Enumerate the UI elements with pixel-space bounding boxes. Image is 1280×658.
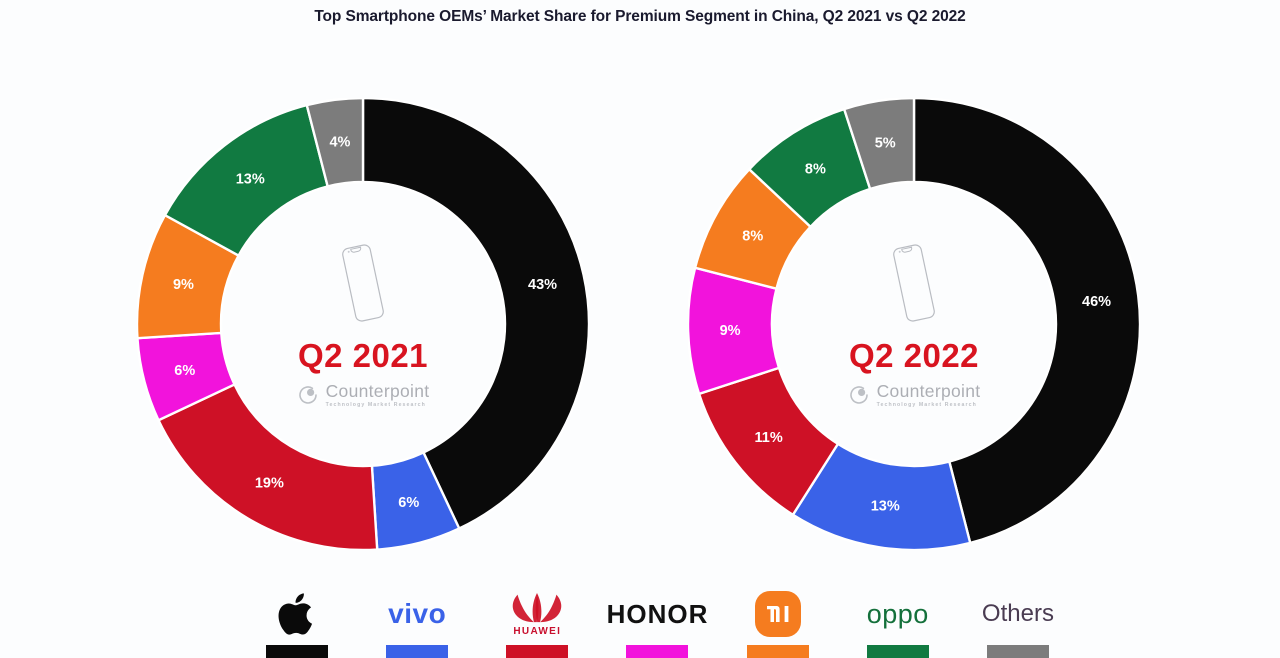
legend-item-oppo[interactable]: oppo — [846, 588, 950, 658]
donut-slice-labels-q2-2022: 46% 13% 11% 9% 8% 8% 5% — [720, 135, 1112, 514]
legend-item-xiaomi[interactable] — [726, 588, 830, 658]
slice-label-honor: 6% — [174, 363, 195, 379]
donut-chart-q2-2021: 43% 6% 19% 6% 9% 13% 4% Q2 2021 Counterpoint T… — [137, 98, 589, 550]
slice-label-xiaomi: 9% — [173, 277, 194, 293]
slice-label-apple: 46% — [1082, 294, 1111, 310]
legend-item-vivo[interactable]: vivo — [365, 588, 469, 658]
legend-item-huawei[interactable]: HUAWEI — [485, 588, 589, 658]
vivo-wordmark: vivo — [388, 598, 447, 629]
others-wordmark: Others — [981, 600, 1054, 627]
legend-swatch-xiaomi — [746, 645, 809, 658]
chart-legend: vivo HUAWEI HONOR — [245, 580, 1070, 658]
slice-label-vivo: 13% — [871, 499, 900, 515]
donut-slice-others[interactable] — [842, 98, 916, 191]
legend-swatch-oppo — [866, 645, 929, 658]
huawei-wordmark: HUAWEI — [513, 626, 562, 637]
donut-slice-labels-q2-2021: 43% 6% 19% 6% 9% 13% 4% — [173, 134, 557, 511]
vivo-logo-icon: vivo — [388, 588, 446, 640]
honor-logo-icon: HONOR — [607, 588, 709, 640]
slice-label-others: 5% — [875, 135, 896, 151]
donut-svg-q2-2021: 43% 6% 19% 6% 9% 13% 4% — [137, 98, 589, 550]
slice-label-huawei: 11% — [754, 430, 782, 446]
legend-swatch-vivo — [386, 645, 449, 658]
slice-label-huawei: 19% — [255, 475, 284, 491]
page-title: Top Smartphone OEMs’ Market Share for Pr… — [314, 8, 966, 25]
legend-swatch-others — [986, 645, 1049, 658]
legend-swatch-honor — [626, 645, 689, 658]
slice-label-xiaomi: 8% — [742, 228, 763, 244]
slice-label-honor: 9% — [720, 323, 741, 339]
xiaomi-logo-icon — [754, 588, 801, 640]
donut-slices-q2-2021 — [137, 98, 589, 550]
slice-label-others: 4% — [329, 134, 350, 150]
donut-slice-apple[interactable] — [912, 98, 1140, 545]
legend-swatch-apple — [266, 645, 328, 658]
oppo-wordmark: oppo — [866, 598, 929, 629]
oppo-logo-icon: oppo — [867, 588, 929, 640]
legend-swatch-huawei — [506, 645, 569, 658]
donut-slice-huawei[interactable] — [156, 382, 379, 550]
legend-item-apple[interactable] — [245, 588, 349, 658]
slice-label-vivo: 6% — [398, 495, 419, 511]
others-label: Others — [982, 588, 1054, 640]
legend-item-honor[interactable]: HONOR — [605, 588, 709, 658]
donut-slices-q2-2022 — [688, 98, 1140, 550]
slice-label-oppo: 13% — [236, 172, 265, 188]
legend-item-others[interactable]: Others — [966, 588, 1070, 658]
donut-svg-q2-2022: 46% 13% 11% 9% 8% 8% 5% — [688, 98, 1140, 550]
honor-wordmark: HONOR — [606, 599, 709, 629]
apple-logo-icon — [276, 588, 318, 640]
slice-label-oppo: 8% — [805, 162, 826, 178]
donut-slice-others[interactable] — [305, 98, 365, 188]
huawei-logo-icon: HUAWEI — [508, 588, 566, 640]
donut-chart-q2-2022: 46% 13% 11% 9% 8% 8% 5% Q2 2022 Counterpoint T… — [688, 98, 1140, 550]
slice-label-apple: 43% — [528, 277, 557, 293]
donut-slice-apple[interactable] — [361, 98, 589, 531]
